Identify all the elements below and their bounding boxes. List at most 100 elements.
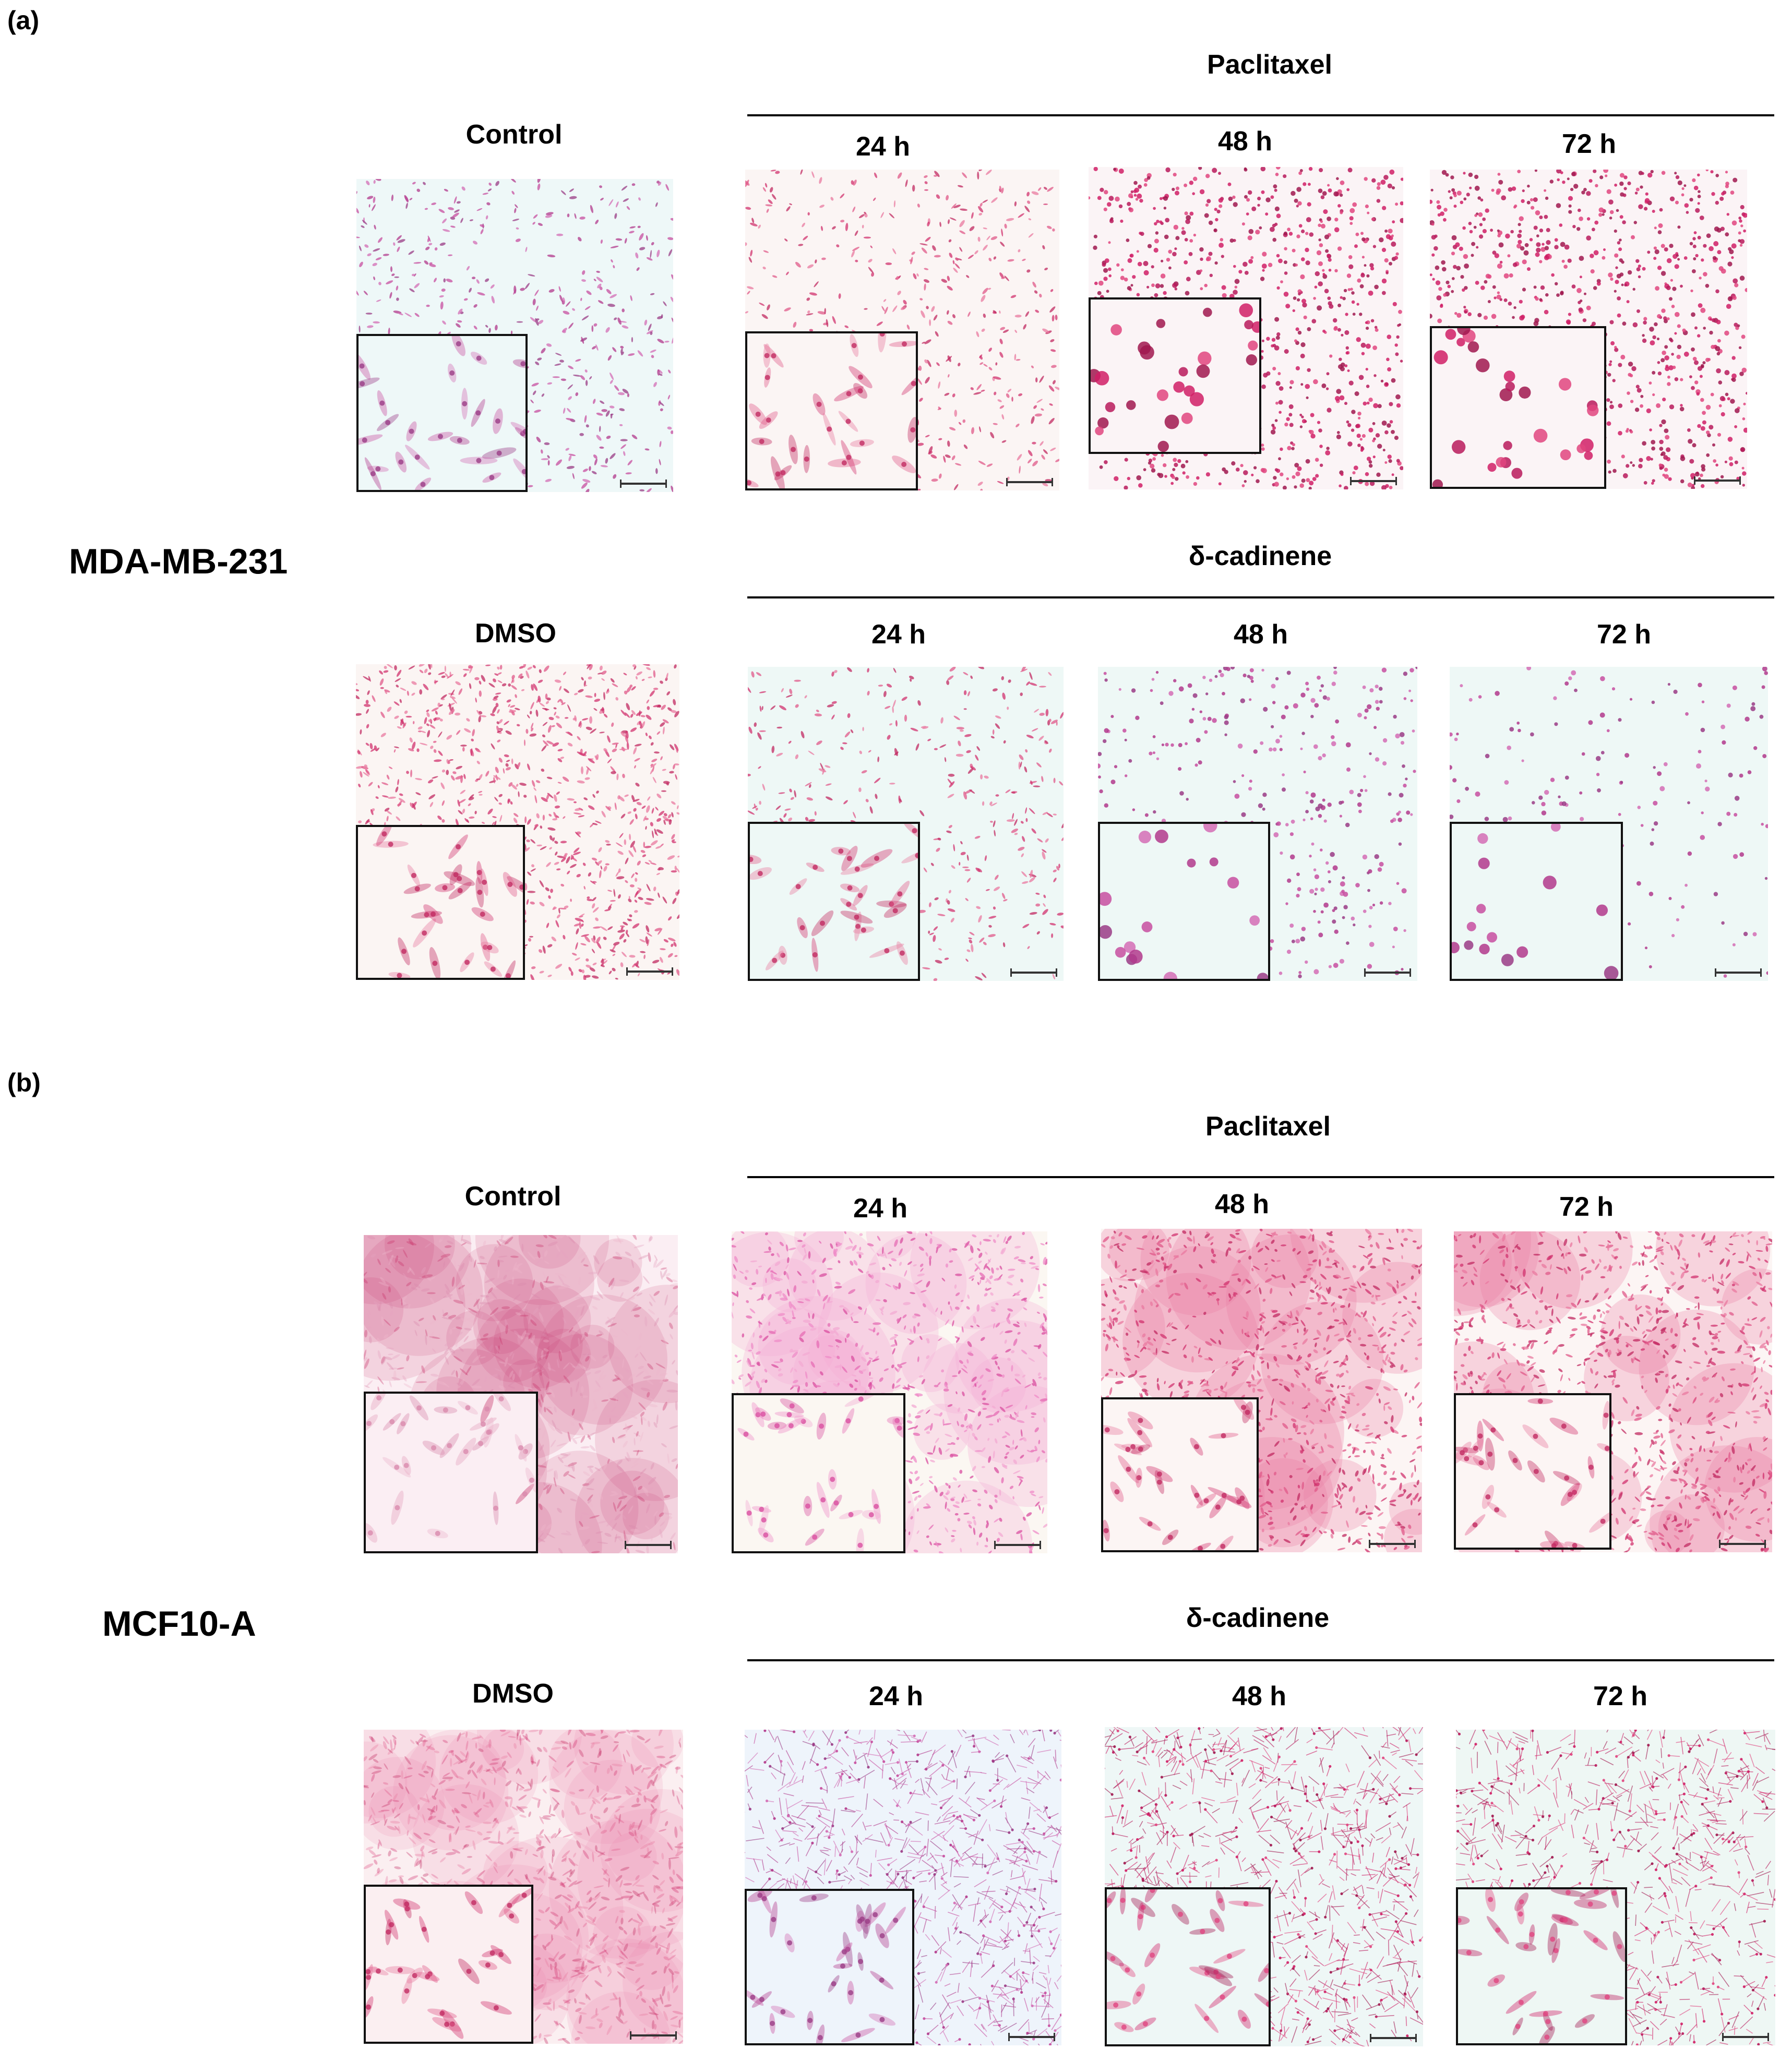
cell-mark xyxy=(1507,254,1511,258)
cell-mark xyxy=(516,321,523,323)
cell-mark xyxy=(1295,327,1299,331)
cell-mark xyxy=(507,881,513,887)
cell-mark xyxy=(1224,715,1228,720)
cell-mark xyxy=(960,852,966,856)
cell-mark xyxy=(614,385,619,391)
cell-mark xyxy=(788,740,792,744)
cell-mark xyxy=(1660,244,1665,248)
cell-mark xyxy=(547,974,552,977)
cell-mark xyxy=(1300,383,1304,386)
cell-mark xyxy=(1400,218,1403,223)
cell-mark xyxy=(485,771,489,777)
cell-mark xyxy=(551,725,555,727)
cell-mark xyxy=(1020,761,1022,768)
cell-mark xyxy=(1184,183,1188,187)
cell-mark xyxy=(1271,338,1276,342)
cell-mark xyxy=(1248,259,1253,264)
cell-mark xyxy=(1268,262,1273,267)
cell-mark xyxy=(1734,460,1738,464)
cell-mark xyxy=(648,323,652,331)
cell-mark xyxy=(562,776,569,782)
cell-mark xyxy=(1343,905,1348,909)
cell-mark xyxy=(538,320,544,325)
cell-mark xyxy=(1337,328,1341,332)
cell-mark xyxy=(667,237,673,241)
cell-mark xyxy=(488,328,491,333)
cell-mark xyxy=(1309,889,1315,894)
cell-mark xyxy=(909,676,914,679)
cell-mark xyxy=(1349,216,1354,221)
cell-mark xyxy=(388,796,396,799)
cell-mark xyxy=(416,188,421,192)
cell-mark xyxy=(1703,244,1707,248)
cell-mark xyxy=(1309,232,1314,237)
cell-mark xyxy=(1309,481,1314,486)
cell-mark xyxy=(1130,190,1134,194)
cell-mark xyxy=(807,310,810,314)
cell-mark xyxy=(1596,281,1601,286)
cell-mark xyxy=(485,278,489,282)
cell-mark xyxy=(1391,473,1394,476)
cell-mark xyxy=(1248,787,1252,791)
cell-mark xyxy=(1379,901,1383,905)
cell-mark xyxy=(1440,211,1444,216)
cell-mark xyxy=(662,719,669,724)
cell-mark xyxy=(1668,365,1674,370)
cell-mark xyxy=(636,802,642,806)
cell-mark xyxy=(1388,902,1392,905)
cell-mark xyxy=(990,821,993,823)
cell-mark xyxy=(1271,725,1274,728)
cell-mark xyxy=(620,962,624,967)
cell-mark xyxy=(976,384,982,390)
cell-mark xyxy=(1622,321,1627,326)
cell-mark xyxy=(1137,261,1142,267)
a-row2-timepoint-72: 72 h xyxy=(1596,619,1652,650)
cell-mark xyxy=(587,664,591,669)
cell-mark xyxy=(373,321,380,324)
cell-mark xyxy=(1146,285,1150,289)
cell-mark xyxy=(1367,964,1372,969)
cell-mark xyxy=(1288,413,1293,417)
cell-mark xyxy=(380,711,385,718)
cell-mark xyxy=(1273,832,1279,837)
cell-mark xyxy=(1674,172,1677,175)
cell-mark xyxy=(968,937,972,939)
cell-mark xyxy=(946,680,950,685)
cell-mark xyxy=(1726,304,1731,309)
cell-mark xyxy=(988,367,993,370)
a-row1-control-label: Control xyxy=(465,119,563,150)
cell-mark xyxy=(1057,913,1064,916)
cell-mark xyxy=(1345,313,1348,316)
cell-mark xyxy=(462,747,465,752)
cell-mark xyxy=(1694,380,1699,385)
cell-mark xyxy=(463,673,467,677)
cell-mark xyxy=(1156,389,1168,401)
cell-mark xyxy=(511,685,517,690)
cell-mark xyxy=(966,275,970,278)
cell-mark xyxy=(1487,300,1491,303)
cell-mark xyxy=(514,708,520,711)
cell-mark xyxy=(988,916,997,919)
cell-mark xyxy=(588,805,595,810)
cell-mark xyxy=(1275,738,1280,744)
cell-mark xyxy=(1148,461,1152,465)
cell-mark xyxy=(1003,899,1008,902)
cell-mark xyxy=(1039,713,1045,716)
cell-mark xyxy=(1643,317,1647,321)
cell-mark xyxy=(1680,456,1686,461)
cell-mark xyxy=(1620,354,1626,360)
cell-mark xyxy=(409,198,413,200)
cell-mark xyxy=(995,794,999,797)
cell-mark xyxy=(1651,446,1655,451)
cell-mark xyxy=(910,257,913,265)
cell-mark xyxy=(1395,202,1399,206)
cell-mark xyxy=(419,742,428,746)
cell-mark xyxy=(1358,416,1361,420)
cell-mark xyxy=(617,929,625,933)
cell-mark xyxy=(935,960,942,964)
cell-mark xyxy=(614,802,617,810)
cell-mark xyxy=(751,218,755,223)
cell-mark xyxy=(612,748,617,752)
cell-mark xyxy=(605,410,610,417)
cell-mark xyxy=(1154,293,1158,297)
